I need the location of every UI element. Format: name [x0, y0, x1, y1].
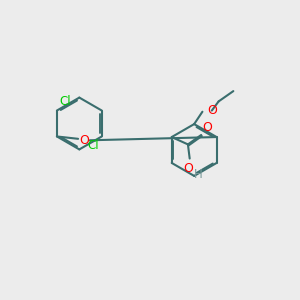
- Text: O: O: [202, 121, 212, 134]
- Text: Cl: Cl: [60, 95, 71, 108]
- Text: O: O: [80, 134, 89, 147]
- Text: H: H: [194, 168, 202, 181]
- Text: O: O: [208, 104, 218, 117]
- Text: Cl: Cl: [87, 139, 99, 152]
- Text: O: O: [183, 162, 193, 175]
